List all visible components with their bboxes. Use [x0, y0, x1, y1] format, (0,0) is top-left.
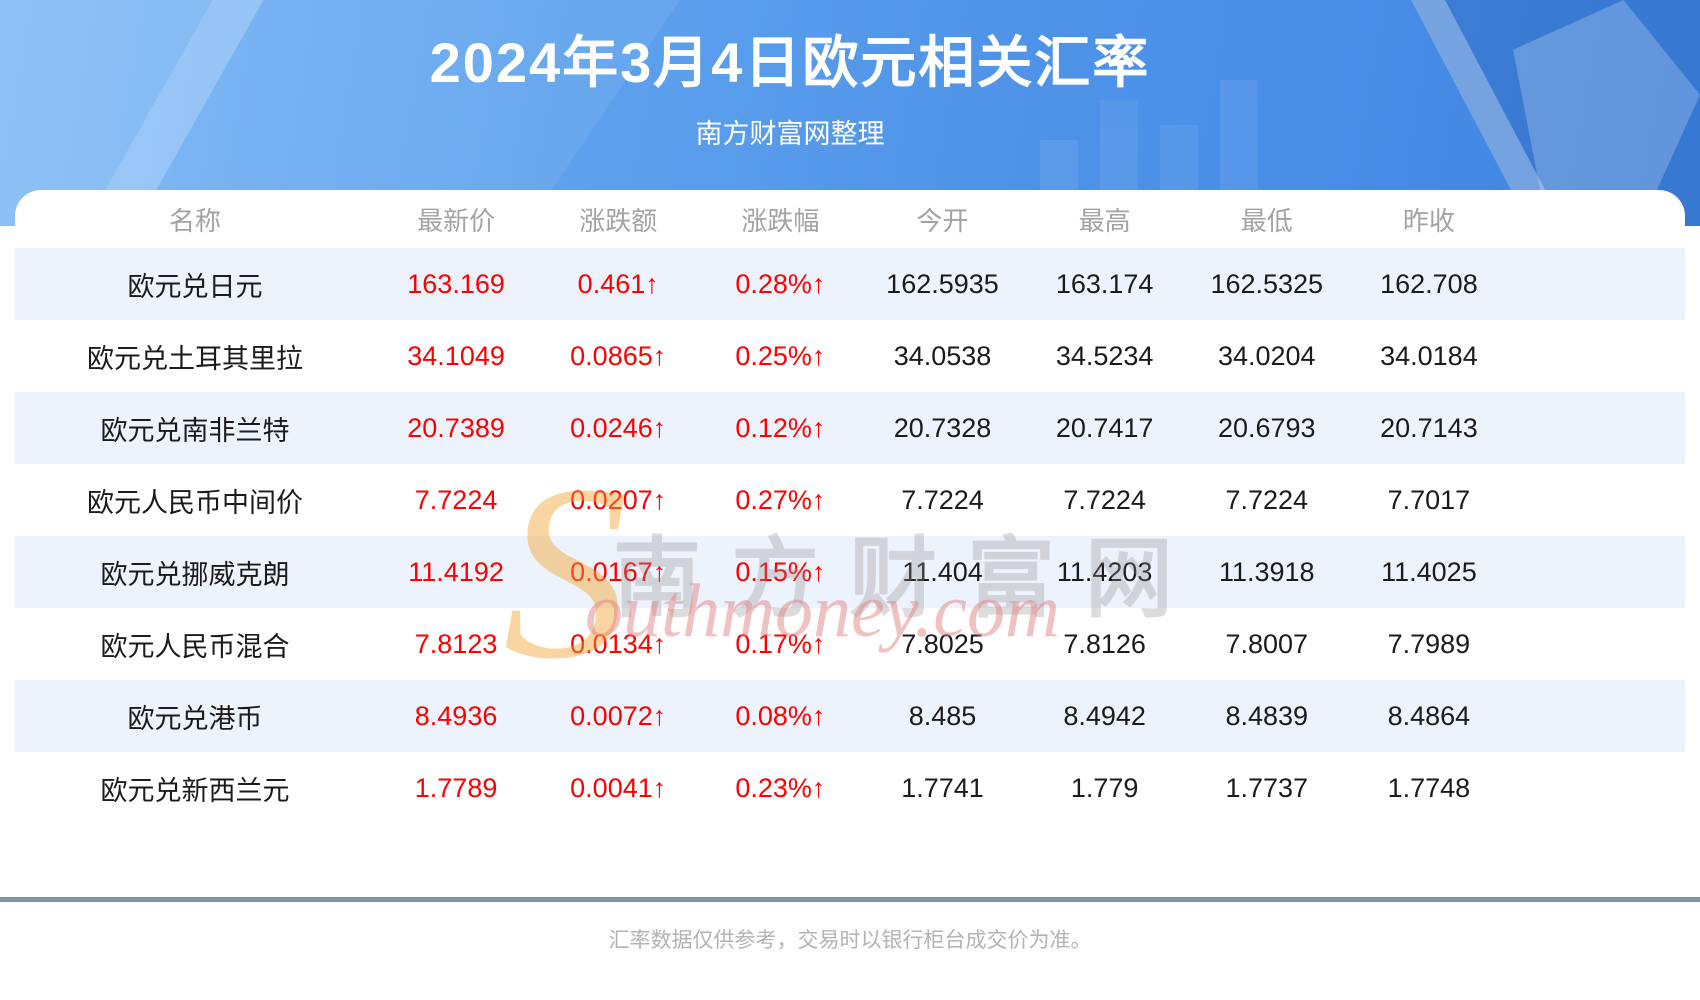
cell-open: 8.485 [908, 700, 977, 731]
cell-prev-close: 11.4025 [1381, 556, 1477, 587]
cell-prev-close: 7.7017 [1387, 484, 1471, 515]
col-header-change: 涨跌额 [579, 205, 658, 236]
col-header-name: 名称 [168, 205, 221, 236]
cell-low: 162.5325 [1210, 268, 1324, 299]
cell-high: 7.7224 [1063, 484, 1146, 515]
cell-pair-name: 欧元兑港币 [127, 703, 263, 734]
cell-prev-close: 8.4864 [1387, 700, 1471, 731]
col-header-low: 最低 [1240, 205, 1293, 236]
cell-pair-name: 欧元人民币中间价 [87, 487, 303, 518]
col-header-open: 今开 [916, 205, 969, 236]
cell-high: 1.779 [1070, 772, 1139, 803]
cell-open: 1.7741 [901, 772, 984, 803]
cell-high: 11.4203 [1056, 556, 1153, 587]
cell-prev-close: 1.7748 [1387, 772, 1471, 803]
cell-change-percent: 0.17%↑ [735, 628, 826, 659]
rates-table-card: 名称 最新价 涨跌额 涨跌幅 今开 最高 最低 昨收 欧元兑日元 163.169… [15, 190, 1685, 824]
col-header-high: 最高 [1078, 205, 1131, 236]
cell-last-price: 34.1049 [407, 340, 505, 371]
cell-change-amount: 0.461↑ [577, 268, 659, 299]
cell-low: 34.0204 [1217, 340, 1316, 371]
cell-change-percent: 0.08%↑ [735, 700, 826, 731]
cell-change-amount: 0.0865↑ [570, 340, 667, 371]
table-body: 欧元兑日元 163.169 0.461↑ 0.28%↑ 162.5935 163… [15, 248, 1685, 824]
cell-prev-close: 162.708 [1380, 268, 1478, 299]
cell-pair-name: 欧元兑挪威克朗 [100, 559, 290, 590]
cell-last-price: 163.169 [407, 268, 505, 299]
cell-pair-name: 欧元兑南非兰特 [100, 415, 290, 446]
cell-low: 11.3918 [1218, 556, 1315, 587]
table-row: 欧元人民币中间价 7.7224 0.0207↑ 0.27%↑ 7.7224 7.… [15, 464, 1685, 536]
cell-last-price: 8.4936 [414, 700, 498, 731]
col-header-prev: 昨收 [1402, 205, 1455, 236]
cell-change-amount: 0.0167↑ [570, 556, 667, 587]
cell-open: 34.0538 [893, 340, 992, 371]
cell-change-amount: 0.0072↑ [570, 700, 667, 731]
cell-change-percent: 0.27%↑ [735, 484, 826, 515]
table-row: 欧元兑土耳其里拉 34.1049 0.0865↑ 0.25%↑ 34.0538 … [15, 320, 1685, 392]
cell-open: 11.404 [902, 556, 983, 587]
page-title: 2024年3月4日欧元相关汇率 [429, 31, 1151, 94]
cell-high: 34.5234 [1055, 340, 1154, 371]
cell-open: 162.5935 [886, 268, 999, 299]
cell-change-amount: 0.0041↑ [570, 772, 667, 803]
cell-high: 20.7417 [1055, 412, 1154, 443]
cell-pair-name: 欧元兑新西兰元 [100, 775, 290, 806]
cell-high: 8.4942 [1063, 700, 1146, 731]
table-row: 欧元兑港币 8.4936 0.0072↑ 0.08%↑ 8.485 8.4942… [15, 680, 1685, 752]
cell-last-price: 1.7789 [414, 772, 498, 803]
cell-open: 7.8025 [901, 628, 984, 659]
cell-prev-close: 34.0184 [1380, 340, 1478, 371]
page-subtitle: 南方财富网整理 [695, 119, 885, 149]
cell-low: 7.8007 [1225, 628, 1309, 659]
cell-pair-name: 欧元人民币混合 [100, 631, 290, 662]
cell-last-price: 7.8123 [414, 628, 498, 659]
cell-low: 20.6793 [1217, 412, 1316, 443]
cell-open: 7.7224 [901, 484, 984, 515]
table-row: 欧元兑南非兰特 20.7389 0.0246↑ 0.12%↑ 20.7328 2… [15, 392, 1685, 464]
cell-change-percent: 0.12%↑ [735, 412, 826, 443]
cell-change-percent: 0.28%↑ [735, 268, 826, 299]
cell-pair-name: 欧元兑土耳其里拉 [87, 343, 303, 374]
cell-change-amount: 0.0207↑ [570, 484, 667, 515]
cell-last-price: 7.7224 [414, 484, 498, 515]
cell-change-percent: 0.15%↑ [735, 556, 826, 587]
cell-prev-close: 20.7143 [1380, 412, 1478, 443]
table-row: 欧元兑新西兰元 1.7789 0.0041↑ 0.23%↑ 1.7741 1.7… [15, 752, 1685, 824]
table-header-row: 名称 最新价 涨跌额 涨跌幅 今开 最高 最低 昨收 [15, 190, 1685, 248]
cell-open: 20.7328 [893, 412, 992, 443]
table-row: 欧元兑日元 163.169 0.461↑ 0.28%↑ 162.5935 163… [15, 248, 1685, 320]
cell-change-percent: 0.23%↑ [735, 772, 826, 803]
cell-high: 163.174 [1055, 268, 1154, 299]
table-row: 欧元兑挪威克朗 11.4192 0.0167↑ 0.15%↑ 11.404 11… [15, 536, 1685, 608]
cell-low: 7.7224 [1225, 484, 1309, 515]
col-header-last: 最新价 [417, 205, 496, 236]
footer-divider [0, 897, 1700, 902]
cell-change-amount: 0.0246↑ [570, 412, 667, 443]
cell-pair-name: 欧元兑日元 [127, 271, 263, 302]
cell-change-amount: 0.0134↑ [570, 628, 667, 659]
cell-low: 1.7737 [1225, 772, 1309, 803]
cell-prev-close: 7.7989 [1387, 628, 1471, 659]
cell-last-price: 11.4192 [408, 556, 504, 587]
cell-change-percent: 0.25%↑ [735, 340, 826, 371]
cell-high: 7.8126 [1063, 628, 1146, 659]
col-header-pct: 涨跌幅 [741, 205, 820, 236]
table-row: 欧元人民币混合 7.8123 0.0134↑ 0.17%↑ 7.8025 7.8… [15, 608, 1685, 680]
cell-low: 8.4839 [1225, 700, 1309, 731]
disclaimer-note: 汇率数据仅供参考，交易时以银行柜台成交价为准。 [608, 929, 1092, 952]
cell-last-price: 20.7389 [407, 412, 505, 443]
